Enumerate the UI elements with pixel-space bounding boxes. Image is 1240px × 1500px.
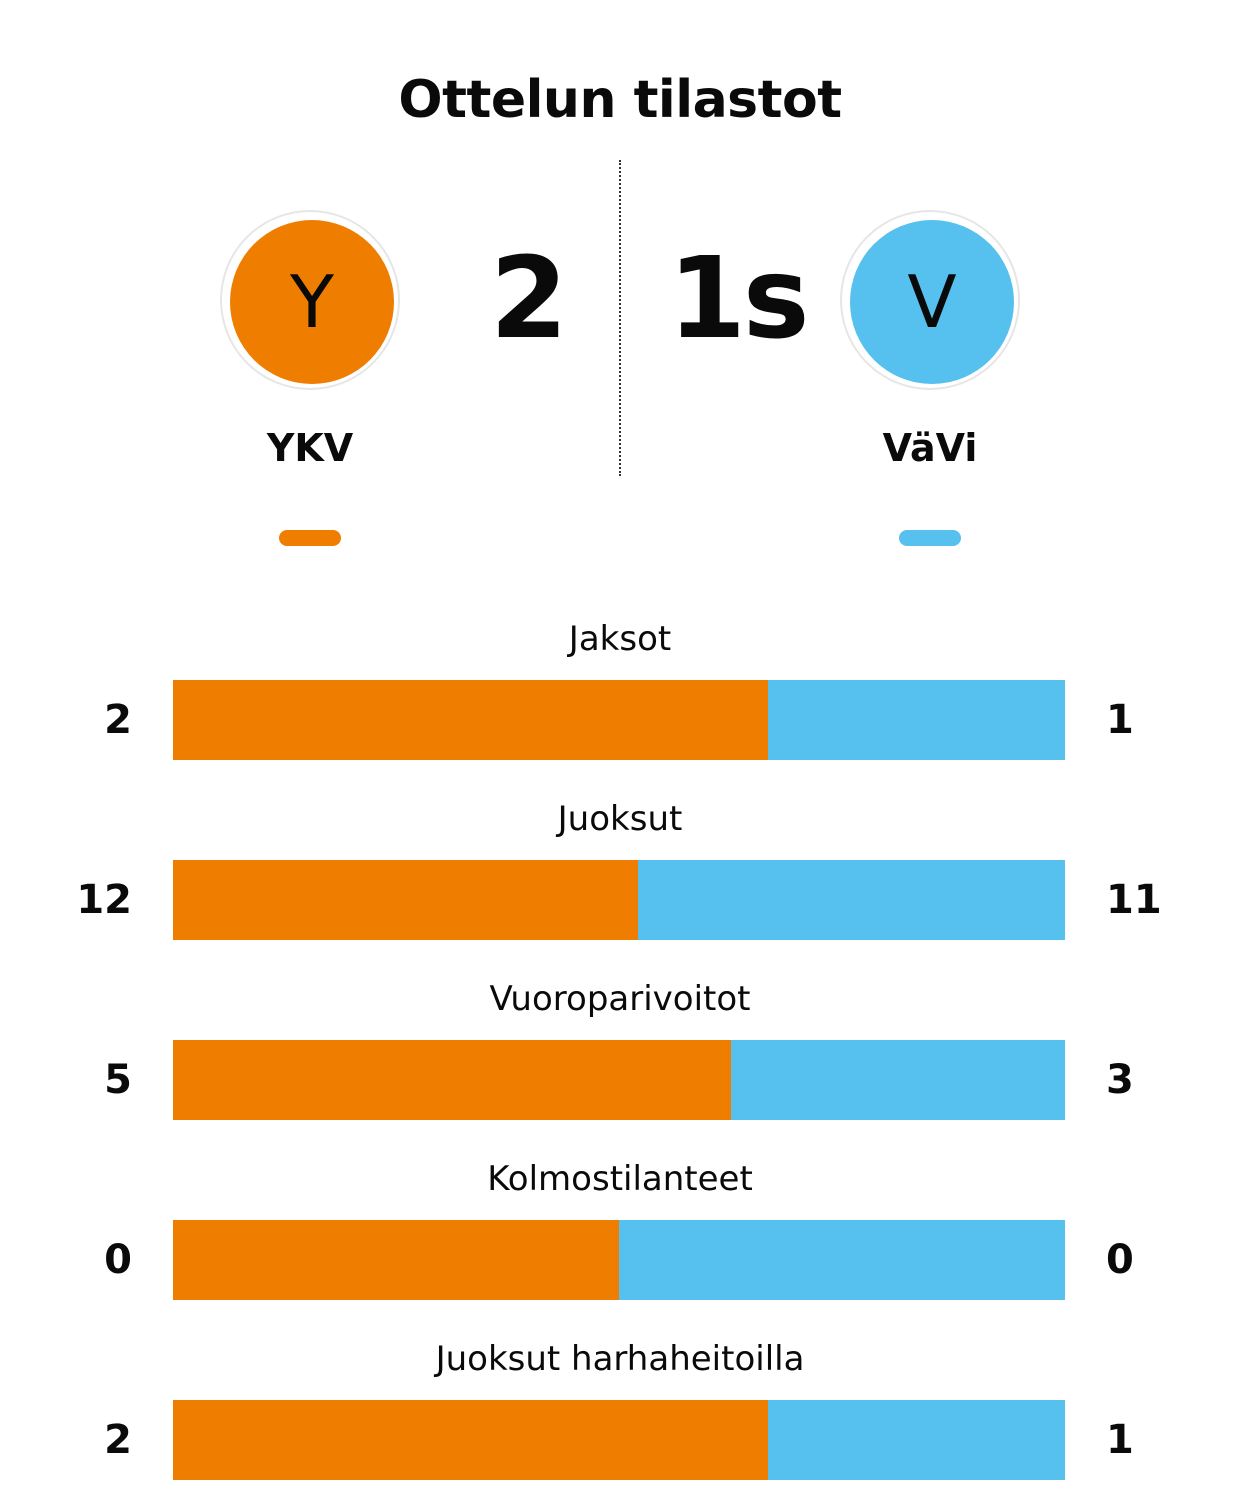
home-legend-swatch: [279, 530, 341, 546]
home-score: 2: [490, 234, 568, 364]
stat-label: Juoksut: [557, 799, 683, 839]
stat-label: Jaksot: [568, 619, 672, 659]
page-title: Ottelun tilastot: [398, 70, 842, 130]
away-bar-segment: [768, 1400, 1065, 1480]
home-team-logo-icon: Y: [230, 220, 394, 384]
away-stat-value: 11: [1106, 877, 1162, 923]
stat-bar: [173, 680, 1065, 760]
stat-label: Vuoroparivoitot: [489, 979, 751, 1019]
away-stat-value: 0: [1106, 1237, 1134, 1283]
away-stat-value: 1: [1106, 1417, 1134, 1463]
away-logo-letter: V: [907, 260, 957, 344]
home-logo-ring: Y: [220, 210, 400, 390]
stat-bar: [173, 1220, 1065, 1300]
home-bar-segment: [173, 860, 638, 940]
home-team-name: YKV: [266, 426, 354, 470]
home-logo-letter: Y: [290, 260, 334, 344]
home-stat-value: 2: [104, 1417, 132, 1463]
away-legend-swatch: [899, 530, 961, 546]
away-bar-segment: [638, 860, 1065, 940]
away-team-name: VäVi: [882, 426, 978, 470]
stat-label: Juoksut harhaheitoilla: [435, 1339, 805, 1379]
stat-bar: [173, 1400, 1065, 1480]
home-stat-value: 12: [76, 877, 132, 923]
away-score: 1s: [668, 234, 810, 364]
away-bar-segment: [731, 1040, 1065, 1120]
away-bar-segment: [768, 680, 1065, 760]
stat-bar: [173, 1040, 1065, 1120]
stat-bar: [173, 860, 1065, 940]
home-bar-segment: [173, 1220, 619, 1300]
home-bar-segment: [173, 1040, 731, 1120]
home-stat-value: 5: [104, 1057, 132, 1103]
home-stat-value: 0: [104, 1237, 132, 1283]
away-stat-value: 3: [1106, 1057, 1134, 1103]
home-stat-value: 2: [104, 697, 132, 743]
stat-label: Kolmostilanteet: [487, 1159, 753, 1199]
home-bar-segment: [173, 1400, 768, 1480]
score-divider: [619, 160, 621, 476]
home-bar-segment: [173, 680, 768, 760]
away-stat-value: 1: [1106, 697, 1134, 743]
away-bar-segment: [619, 1220, 1065, 1300]
away-logo-ring: V: [840, 210, 1020, 390]
away-team-logo-icon: V: [850, 220, 1014, 384]
